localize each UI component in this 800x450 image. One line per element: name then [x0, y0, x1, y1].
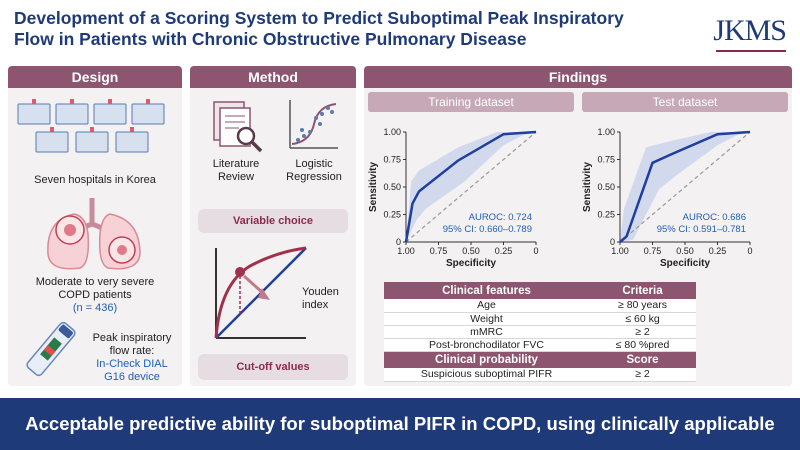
method-panel: Method Literature Review Logistic Regres… [190, 66, 356, 386]
auroc-annotation: AUROC: 0.686 [683, 212, 746, 223]
y-tick-label: 0 [396, 237, 401, 247]
y-tick-label: 1.00 [597, 127, 615, 137]
literature-review-icon [213, 101, 263, 153]
x-tick-label: 0 [747, 246, 752, 256]
literature-line-1: Literature [212, 158, 260, 170]
roc-ci-band [406, 132, 536, 242]
y-tick-label: 0.75 [383, 155, 401, 165]
reference-diagonal [619, 131, 751, 243]
table-row: Suspicious suboptimal PIFR ≥ 2 [384, 368, 696, 382]
hospitals-caption: Seven hospitals in Korea [34, 174, 156, 186]
logo-underline [716, 50, 786, 52]
x-tick-label: 0.25 [709, 246, 727, 256]
table-row: mMRC ≥ 2 [384, 325, 696, 339]
device-line-4: G16 device [104, 371, 160, 383]
table-row: Post-bronchodilator FVC ≤ 80 %pred [384, 338, 696, 352]
table-cell: ≥ 2 [589, 368, 696, 382]
table-cell: ≤ 60 kg [589, 312, 696, 326]
table-cell: Clinical features [384, 282, 589, 299]
table-cell: Weight [384, 312, 589, 326]
logistic-line-2: Regression [286, 171, 342, 183]
youden-line-1: Youden [302, 286, 339, 298]
ci-annotation: 95% CI: 0.660–0.789 [443, 224, 532, 235]
table-header-row: Clinical probability Score [384, 351, 696, 368]
y-tick-label: 0.25 [597, 210, 615, 220]
table-header-row: Clinical features Criteria [384, 282, 696, 299]
y-tick-label: 0 [610, 237, 615, 247]
patients-count: (n = 436) [72, 302, 118, 314]
y-axis-label: Sensitivity [582, 162, 593, 212]
roc-curve [404, 130, 537, 243]
device-line-1: Peak inspiratory [92, 332, 172, 344]
device-line-3: In-Check DIAL [96, 358, 168, 370]
table-cell: Score [589, 351, 696, 368]
y-tick-label: 0.25 [383, 210, 401, 220]
method-heading: Method [190, 66, 356, 88]
x-axis-label: Specificity [446, 258, 496, 269]
patients-caption: Moderate to very severe COPD patients (n… [8, 276, 182, 315]
page-title: Development of a Scoring System to Predi… [14, 8, 654, 50]
device-line-2: flow rate: [109, 345, 155, 357]
y-tick-label: 0.50 [597, 182, 615, 192]
table-cell: Suspicious suboptimal PIFR [384, 368, 589, 382]
table-cell: ≥ 80 years [589, 299, 696, 313]
hospital-icon [17, 103, 165, 153]
logistic-caption: Logistic Regression [274, 158, 354, 184]
conclusion-banner: Acceptable predictive ability for subopt… [0, 398, 800, 450]
youden-index-diagram [214, 246, 307, 339]
table-cell: Age [384, 299, 589, 313]
logistic-regression-icon [289, 100, 338, 149]
x-tick-label: 0.25 [495, 246, 513, 256]
table-cell: ≤ 80 %pred [589, 338, 696, 352]
x-tick-label: 0.75 [644, 246, 662, 256]
literature-line-2: Review [217, 171, 255, 183]
x-tick-label: 0 [533, 246, 538, 256]
table-cell: mMRC [384, 325, 589, 339]
y-tick-label: 0.50 [383, 182, 401, 192]
table-row: Weight ≤ 60 kg [384, 312, 696, 326]
y-axis-label: Sensitivity [368, 162, 379, 212]
roc-ci-band [620, 132, 750, 242]
findings-heading: Findings [364, 66, 792, 88]
jkms-logo: JKMS [713, 14, 787, 47]
table-cell: ≥ 2 [589, 325, 696, 339]
y-tick-label: 1.00 [383, 127, 401, 137]
ci-annotation: 95% CI: 0.591–0.781 [657, 224, 746, 235]
logistic-line-1: Logistic [295, 158, 333, 170]
training-dataset-label: Training dataset [368, 92, 574, 112]
x-tick-label: 0.50 [676, 246, 694, 256]
cutoff-values-label: Cut-off values [198, 354, 348, 380]
table-cell: Criteria [589, 282, 696, 299]
auroc-annotation: AUROC: 0.724 [469, 212, 532, 223]
test-dataset-label: Test dataset [582, 92, 788, 112]
table-cell: Post-bronchodilator FVC [384, 338, 589, 352]
design-panel: Design Seven hospitals in Korea Moderate… [8, 66, 182, 386]
x-tick-label: 1.00 [397, 246, 415, 256]
hospitals-illustration [17, 99, 165, 153]
patients-line-1: Moderate to very severe [35, 276, 155, 288]
table-cell: Clinical probability [384, 351, 589, 368]
criteria-table: Clinical features Criteria Age ≥ 80 years We… [384, 282, 696, 382]
youden-line-2: index [302, 299, 329, 311]
reference-diagonal [405, 131, 537, 243]
title-line-2: Flow in Patients with Chronic Obstructiv… [14, 29, 527, 49]
table-row: Age ≥ 80 years [384, 299, 696, 313]
device-caption: Peak inspiratory flow rate: In-Check DIA… [82, 332, 182, 384]
y-tick-label: 0.75 [597, 155, 615, 165]
x-axis-label: Specificity [660, 258, 710, 269]
youden-caption: Youden index [302, 286, 356, 312]
x-tick-label: 1.00 [611, 246, 629, 256]
roc-curve [619, 130, 751, 243]
literature-caption: Literature Review [196, 158, 276, 184]
variable-choice-label: Variable choice [198, 209, 348, 233]
lungs-icon [47, 198, 141, 270]
inhaler-device-icon [26, 321, 76, 377]
patients-line-2: COPD patients [58, 289, 132, 301]
x-tick-label: 0.50 [462, 246, 480, 256]
title-line-1: Development of a Scoring System to Predi… [14, 8, 624, 28]
design-heading: Design [8, 66, 182, 88]
x-tick-label: 0.75 [430, 246, 448, 256]
